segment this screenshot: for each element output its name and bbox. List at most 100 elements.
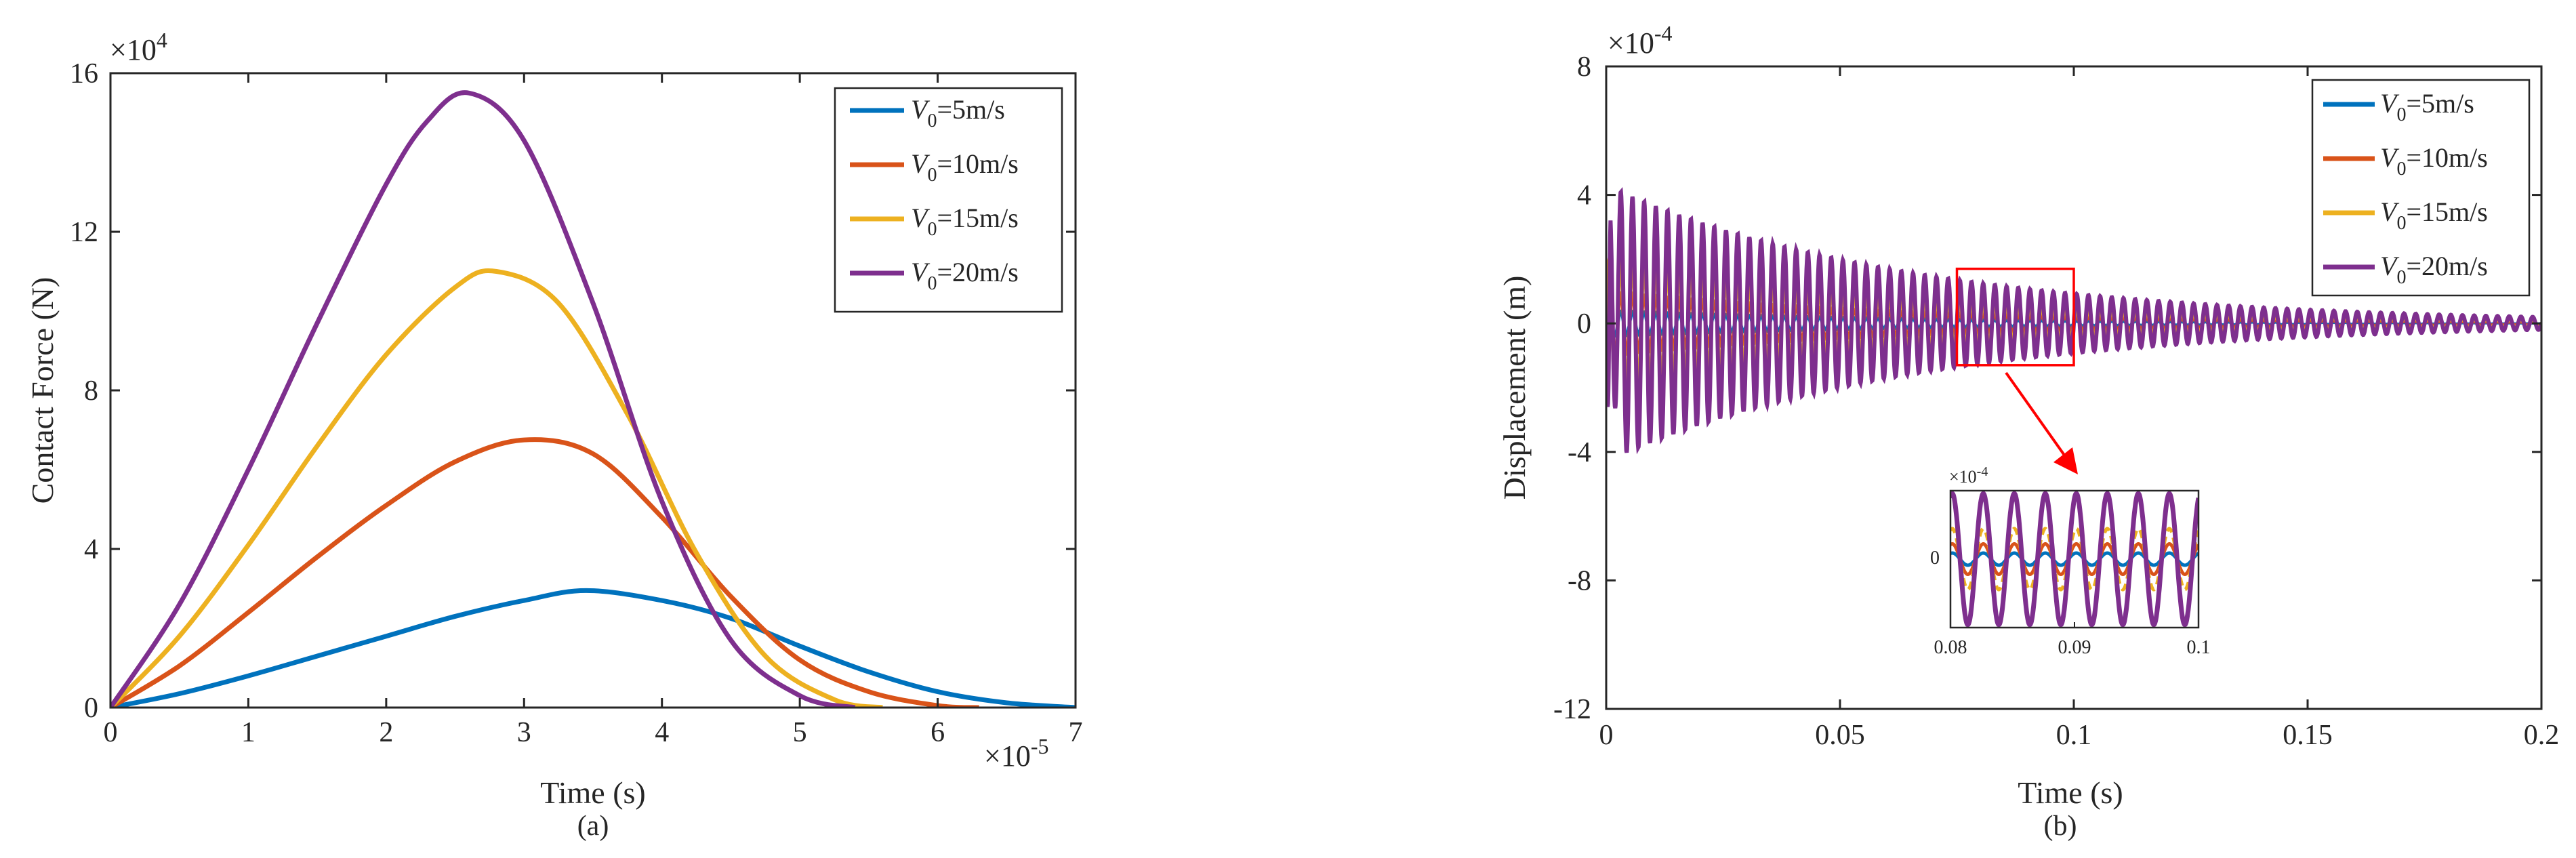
series-line-a-3 bbox=[110, 268, 883, 708]
y-tick-label: 0 bbox=[84, 693, 98, 724]
legend-prefix: V bbox=[911, 203, 931, 233]
legend-entry-label: V0=20m/s bbox=[911, 257, 1019, 294]
legend-suffix: =10m/s bbox=[2406, 142, 2487, 173]
legend-entry-label: V0=20m/s bbox=[2380, 251, 2488, 288]
legend-prefix: V bbox=[2380, 142, 2400, 173]
panel-a-y-exponent-base: ×10 bbox=[110, 33, 157, 66]
panel-b: 0 0.05 0.1 0.15 0.2 -12 -8 -4 0 4 8 Displacement … bbox=[1497, 21, 2559, 842]
legend-prefix: V bbox=[2380, 88, 2400, 119]
legend-entry-label: V0=10m/s bbox=[911, 148, 1019, 186]
y-tick-label: -12 bbox=[1553, 694, 1591, 725]
y-tick-label: 8 bbox=[1577, 52, 1591, 83]
legend-entry-label: V0=15m/s bbox=[911, 203, 1019, 240]
x-tick-label: 0 bbox=[1599, 720, 1614, 751]
panel-a-x-exponent-base: ×10 bbox=[984, 739, 1031, 773]
x-tick-label: 4 bbox=[655, 717, 669, 748]
legend-prefix: V bbox=[2380, 251, 2400, 281]
legend-subscript: 0 bbox=[927, 219, 937, 240]
panel-a-y-exponent: ×104 bbox=[110, 28, 167, 66]
panel-a-y-ticks: 0 4 8 12 16 bbox=[70, 58, 1076, 724]
legend-subscript: 0 bbox=[927, 110, 937, 131]
inset-plot-area bbox=[1950, 491, 2199, 628]
inset-y-exponent-power: -4 bbox=[1977, 464, 1988, 479]
legend-entry-label: V0=10m/s bbox=[2380, 142, 2488, 180]
y-tick-label: -4 bbox=[1568, 437, 1591, 468]
x-tick-label: 0.15 bbox=[2283, 720, 2333, 751]
y-tick-label: 4 bbox=[84, 534, 98, 565]
zoom-arrow-head bbox=[2053, 447, 2078, 474]
x-tick-label: 1 bbox=[241, 717, 255, 748]
legend-entry-label: V0=5m/s bbox=[2380, 88, 2474, 125]
legend-suffix: =10m/s bbox=[937, 148, 1018, 179]
panel-a-x-ticks: 0 1 2 3 4 5 6 7 bbox=[104, 73, 1083, 748]
inset-y-exponent: ×10-4 bbox=[1949, 464, 1988, 487]
legend-entry-label: V0=15m/s bbox=[2380, 197, 2488, 234]
x-tick-label: 0.05 bbox=[1815, 720, 1865, 751]
panel-b-y-ticks: -12 -8 -4 0 4 8 bbox=[1553, 52, 2541, 725]
legend-prefix: V bbox=[2380, 197, 2400, 227]
legend-prefix: V bbox=[911, 148, 931, 179]
panel-a-label: (a) bbox=[577, 811, 609, 842]
inset-x-tick-label: 0.08 bbox=[1934, 637, 1967, 658]
legend-subscript: 0 bbox=[927, 165, 937, 186]
legend-subscript: 0 bbox=[2396, 104, 2406, 125]
legend-prefix: V bbox=[911, 257, 931, 287]
y-tick-label: -8 bbox=[1568, 565, 1591, 596]
x-tick-label: 0.1 bbox=[2056, 720, 2092, 751]
legend-subscript: 0 bbox=[2396, 213, 2406, 234]
legend-suffix: =20m/s bbox=[937, 257, 1018, 287]
x-tick-label: 7 bbox=[1069, 717, 1083, 748]
y-tick-label: 8 bbox=[84, 375, 98, 407]
legend-entry-label: V0=5m/s bbox=[911, 94, 1005, 131]
x-tick-label: 2 bbox=[379, 717, 393, 748]
panel-b-y-exponent-base: ×10 bbox=[1608, 26, 1654, 60]
panel-b-label: (b) bbox=[2044, 811, 2077, 842]
legend-suffix: =20m/s bbox=[2406, 251, 2487, 281]
x-tick-label: 6 bbox=[931, 717, 945, 748]
panel-a-y-axis-label: Contact Force (N) bbox=[25, 277, 60, 504]
legend-suffix: =5m/s bbox=[2406, 88, 2474, 119]
y-tick-label: 12 bbox=[70, 217, 98, 248]
panel-b-y-axis-label: Displacement (m) bbox=[1497, 276, 1532, 500]
panel-b-zoom-region bbox=[1955, 267, 2075, 367]
x-tick-label: 0.2 bbox=[2524, 720, 2560, 751]
y-tick-label: 0 bbox=[1577, 308, 1591, 340]
panel-b-x-ticks: 0 0.05 0.1 0.15 0.2 bbox=[1599, 66, 2560, 751]
series-line-a-1 bbox=[110, 588, 1076, 708]
panel-b-y-exponent: ×10-4 bbox=[1608, 21, 1672, 60]
panel-b-x-axis-label: Time (s) bbox=[2018, 775, 2123, 810]
zoom-arrow-line bbox=[2005, 371, 2070, 462]
x-tick-label: 3 bbox=[517, 717, 531, 748]
series-line-a-4 bbox=[110, 90, 856, 708]
legend-suffix: =15m/s bbox=[937, 203, 1018, 233]
y-tick-label: 4 bbox=[1577, 180, 1591, 211]
series-line-a-2 bbox=[110, 437, 979, 708]
inset-y-tick-label: 0 bbox=[1930, 548, 1940, 569]
inset-x-tick-label: 0.1 bbox=[2187, 637, 2211, 658]
x-tick-label: 0 bbox=[104, 717, 118, 748]
panel-b-legend: V0=5m/sV0=10m/sV0=15m/sV0=20m/s bbox=[2311, 79, 2531, 297]
panel-a-plot-area bbox=[110, 90, 1076, 708]
panel-a-x-exponent-power: -5 bbox=[1031, 734, 1049, 758]
panel-a-x-exponent: ×10-5 bbox=[984, 734, 1048, 773]
panel-a-y-exponent-power: 4 bbox=[157, 28, 167, 52]
legend-suffix: =15m/s bbox=[2406, 197, 2487, 227]
legend-subscript: 0 bbox=[2396, 267, 2406, 288]
panel-b-inset: 0.08 0.09 0.1 0 ×10-4 bbox=[1930, 464, 2211, 658]
inset-x-tick-label: 0.09 bbox=[2058, 637, 2091, 658]
panel-a-legend: V0=5m/sV0=10m/sV0=15m/sV0=20m/s bbox=[834, 87, 1063, 313]
inset-x-ticks: 0.08 0.09 0.1 bbox=[1934, 622, 2211, 658]
inset-y-exponent-base: ×10 bbox=[1949, 467, 1977, 487]
legend-suffix: =5m/s bbox=[937, 94, 1004, 125]
x-tick-label: 5 bbox=[793, 717, 807, 748]
legend-prefix: V bbox=[911, 94, 931, 125]
legend-subscript: 0 bbox=[927, 273, 937, 294]
inset-series-line-4 bbox=[1950, 491, 2199, 628]
zoom-arrow bbox=[2005, 371, 2078, 474]
y-tick-label: 16 bbox=[70, 58, 98, 89]
panel-b-legend-box bbox=[2311, 79, 2531, 297]
panel-b-y-exponent-power: -4 bbox=[1654, 21, 1673, 45]
legend-subscript: 0 bbox=[2396, 159, 2406, 180]
